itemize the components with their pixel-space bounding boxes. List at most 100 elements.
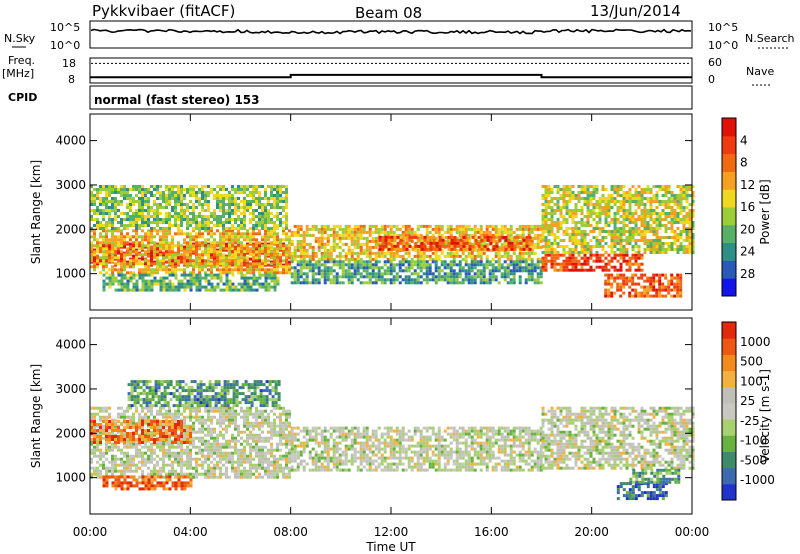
echo-cell [461, 230, 465, 234]
echo-cell [156, 188, 159, 191]
echo-cell [688, 203, 692, 206]
echo-cell [129, 463, 132, 467]
echo-cell [550, 233, 554, 236]
echo-cell [407, 251, 411, 255]
echo-cell [646, 191, 650, 194]
echo-cell [485, 245, 489, 249]
echo-cell [264, 259, 267, 263]
echo-cell [667, 200, 671, 203]
echo-cell [476, 275, 480, 279]
echo-cell [234, 209, 237, 212]
echo-cell [258, 268, 261, 272]
echo-cell [168, 268, 171, 272]
echo-cell [189, 282, 193, 286]
echo-cell [682, 239, 686, 242]
echo-cell [270, 229, 273, 233]
echo-cell [147, 409, 150, 413]
echo-cell [147, 235, 150, 239]
echo-cell [580, 209, 584, 212]
echo-cell [135, 439, 138, 443]
echo-cell [264, 288, 268, 292]
echo-cell [416, 227, 420, 231]
echo-cell [111, 445, 114, 449]
echo-cell [455, 272, 459, 276]
echo-cell [246, 194, 249, 197]
echo-cell [132, 200, 135, 203]
echo-cell [162, 235, 165, 239]
echo-cell [102, 218, 105, 221]
echo-cell [290, 254, 294, 258]
echo-cell [147, 191, 150, 194]
echo-cell [631, 248, 635, 251]
echo-cell [335, 263, 339, 267]
echo-cell [501, 247, 505, 251]
echo-cell [204, 191, 207, 194]
echo-cell [228, 241, 231, 245]
echo-cell [353, 236, 357, 240]
echo-cell [162, 241, 165, 245]
echo-cell [649, 245, 653, 248]
echo-cell [296, 263, 300, 267]
echo-cell [285, 235, 288, 239]
echo-cell [446, 272, 450, 276]
echo-cell [408, 235, 412, 239]
echo-cell [338, 254, 342, 258]
echo-cell [371, 236, 375, 240]
echo-cell [141, 257, 144, 261]
echo-cell [544, 262, 548, 266]
echo-cell [586, 245, 590, 248]
echo-cell [311, 254, 315, 258]
echo-cell [147, 224, 150, 227]
echo-cell [640, 253, 644, 257]
echo-cell [485, 266, 489, 270]
echo-cell [500, 272, 504, 276]
echo-cell [201, 215, 204, 218]
echo-cell [267, 253, 270, 257]
echo-cell [240, 218, 243, 221]
echo-cell [407, 263, 411, 267]
echo-cell [407, 227, 411, 231]
echo-cell [655, 291, 659, 295]
echo-cell [655, 197, 659, 200]
echo-cell [168, 188, 171, 191]
echo-cell [228, 244, 231, 248]
echo-cell [441, 244, 445, 248]
echo-cell [577, 227, 581, 230]
echo-cell [613, 245, 617, 248]
echo-cell [425, 254, 429, 258]
echo-cell [329, 227, 333, 231]
echo-cell [219, 241, 222, 245]
echo-cell [413, 254, 417, 258]
echo-cell [120, 412, 123, 416]
echo-cell [168, 288, 172, 292]
echo-cell [285, 232, 288, 236]
echo-cell [414, 235, 418, 239]
echo-cell [150, 191, 153, 194]
echo-cell [652, 209, 656, 212]
echo-cell [604, 288, 608, 292]
echo-cell [518, 257, 522, 261]
echo-cell [374, 278, 378, 282]
echo-cell [524, 224, 528, 228]
echo-cell [114, 191, 117, 194]
echo-cell [135, 227, 138, 230]
echo-cell [401, 260, 405, 264]
echo-cell [93, 194, 96, 197]
echo-cell [574, 194, 578, 197]
echo-cell [362, 263, 366, 267]
echo-cell [562, 268, 566, 272]
echo-cell [282, 232, 285, 236]
echo-cell [210, 241, 213, 245]
echo-cell [267, 200, 270, 203]
echo-cell [290, 281, 294, 285]
echo-cell [180, 197, 183, 200]
echo-cell [120, 288, 124, 292]
echo-cell [643, 239, 647, 242]
echo-cell [105, 262, 108, 266]
echo-cell [691, 248, 695, 251]
echo-cell [476, 272, 480, 276]
echo-cell [320, 239, 324, 243]
echo-cell [655, 288, 659, 292]
echo-cell [368, 263, 372, 267]
echo-cell [389, 278, 393, 282]
